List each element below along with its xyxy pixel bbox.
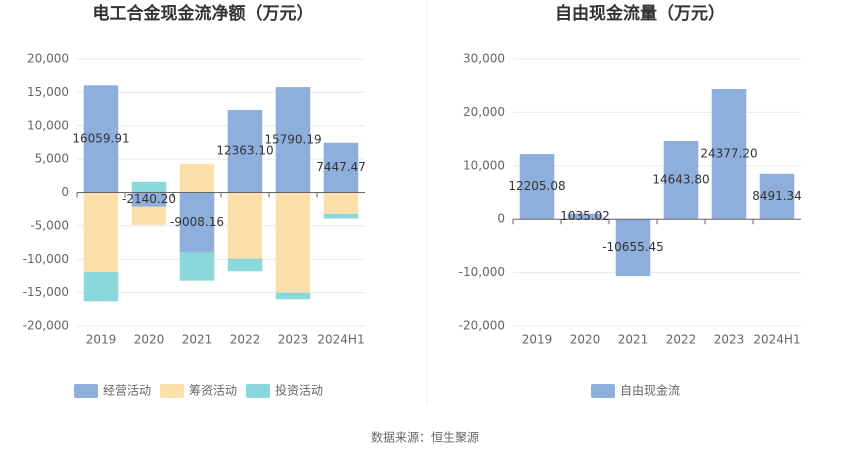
bar bbox=[179, 163, 215, 193]
y-tick-label: 15,000 bbox=[27, 85, 69, 99]
bar bbox=[131, 206, 167, 225]
bar bbox=[275, 292, 311, 300]
data-label: 16059.91 bbox=[72, 131, 129, 145]
bar bbox=[615, 219, 651, 277]
data-label: -2140.20 bbox=[122, 192, 176, 206]
data-label: 12363.10 bbox=[216, 144, 273, 158]
x-tick-label: 2021 bbox=[182, 333, 213, 347]
legend-label: 投资活动 bbox=[275, 383, 323, 398]
x-tick-label: 2020 bbox=[134, 333, 165, 347]
legend-swatch bbox=[591, 384, 615, 398]
legend-swatch bbox=[246, 384, 270, 398]
bar bbox=[83, 192, 119, 272]
legend-label: 筹资活动 bbox=[189, 384, 237, 398]
source: 数据来源：恒生聚源 bbox=[371, 430, 479, 445]
bar bbox=[567, 213, 603, 220]
bar bbox=[227, 109, 263, 193]
data-label: 8491.34 bbox=[752, 189, 802, 203]
data-label: 1035.02 bbox=[560, 209, 610, 223]
bar bbox=[227, 192, 263, 259]
x-tick-label: 2022 bbox=[230, 333, 261, 347]
y-tick-label: -15,000 bbox=[23, 285, 69, 299]
bar bbox=[83, 271, 119, 302]
chart-title: 自由现金流量（万元） bbox=[555, 3, 725, 24]
bar bbox=[759, 173, 795, 220]
bar bbox=[179, 192, 215, 253]
bar bbox=[323, 192, 359, 214]
y-tick-label: 5,000 bbox=[35, 152, 69, 166]
legend-swatch bbox=[74, 384, 98, 398]
data-label: 24377.20 bbox=[700, 147, 757, 161]
legend-label: 自由现金流 bbox=[620, 383, 680, 398]
x-tick-label: 2020 bbox=[570, 333, 601, 347]
x-tick-label: 2021 bbox=[618, 333, 649, 347]
bar bbox=[179, 252, 215, 281]
y-tick-label: 0 bbox=[497, 212, 505, 226]
bar bbox=[323, 142, 359, 193]
y-tick-label: 0 bbox=[61, 185, 69, 199]
y-tick-label: 20,000 bbox=[27, 52, 69, 66]
legend-swatch bbox=[160, 384, 184, 398]
y-tick-label: -5,000 bbox=[30, 218, 69, 232]
bar bbox=[275, 192, 311, 293]
x-tick-label: 2023 bbox=[278, 333, 309, 347]
y-tick-label: -20,000 bbox=[459, 319, 505, 333]
legend-label: 经营活动 bbox=[103, 384, 151, 398]
y-tick-label: -20,000 bbox=[23, 319, 69, 333]
x-tick-label: 2022 bbox=[666, 333, 697, 347]
data-label: 12205.08 bbox=[508, 179, 565, 193]
bar bbox=[83, 85, 119, 193]
bar bbox=[227, 258, 263, 272]
data-label: 15790.19 bbox=[264, 132, 321, 146]
x-tick-label: 2023 bbox=[714, 333, 745, 347]
data-label: -10655.45 bbox=[602, 240, 664, 254]
bar bbox=[131, 192, 167, 207]
y-tick-label: -10,000 bbox=[23, 252, 69, 266]
x-tick-label: 2019 bbox=[86, 333, 117, 347]
bar bbox=[323, 213, 359, 219]
data-label: 14643.80 bbox=[652, 173, 709, 187]
bar bbox=[131, 181, 167, 193]
data-label: 7447.47 bbox=[316, 160, 366, 174]
bar bbox=[275, 87, 311, 193]
x-tick-label: 2019 bbox=[522, 333, 553, 347]
y-tick-label: 30,000 bbox=[463, 52, 505, 66]
data-label: -9008.16 bbox=[170, 215, 224, 229]
y-tick-label: 10,000 bbox=[463, 158, 505, 172]
chart-title: 电工合金现金流净额（万元） bbox=[93, 3, 314, 24]
bar bbox=[519, 154, 555, 220]
y-tick-label: 10,000 bbox=[27, 118, 69, 132]
bar bbox=[663, 141, 699, 220]
x-tick-label: 2024H1 bbox=[753, 333, 800, 347]
y-tick-label: 20,000 bbox=[463, 105, 505, 119]
x-tick-label: 2024H1 bbox=[317, 333, 364, 347]
bar bbox=[711, 89, 747, 220]
y-tick-label: -10,000 bbox=[459, 265, 505, 279]
